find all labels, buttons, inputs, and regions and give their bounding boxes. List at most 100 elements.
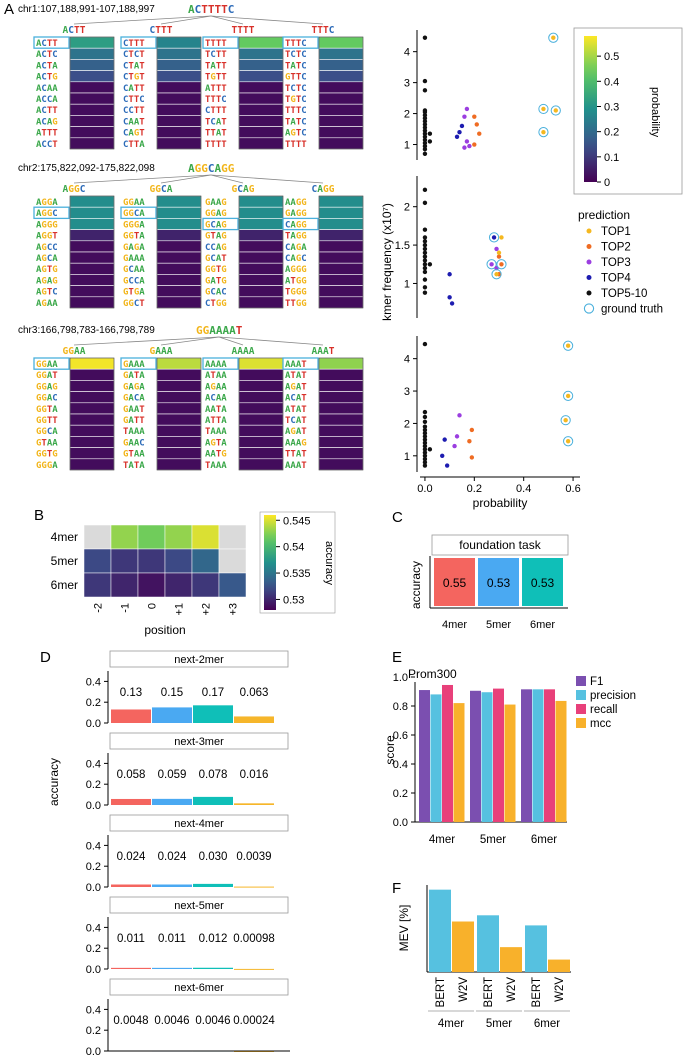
predicted-kmer: GCAT — [205, 254, 227, 264]
predicted-kmer: GAGG — [285, 209, 307, 219]
predicted-kmer: GACA — [123, 394, 145, 404]
data-point — [422, 437, 428, 442]
ground-truth-box — [202, 36, 239, 49]
heatmap-col-label: +1 — [174, 603, 186, 616]
data-point — [472, 142, 477, 147]
probability-cell — [156, 92, 202, 105]
bar-value-label: 0.024 — [158, 851, 187, 863]
bar-value-label: 0.0046 — [195, 1015, 230, 1027]
facet-title-box — [431, 534, 569, 556]
probability-cell — [238, 206, 284, 219]
probability-cell — [69, 391, 115, 404]
probability-cell — [69, 424, 115, 437]
predicted-kmer: GGTG — [36, 450, 58, 460]
predicted-kmer: GCAC — [205, 288, 227, 298]
predicted-kmer: GGTA — [123, 232, 145, 242]
predicted-kmer: AGCC — [36, 243, 58, 253]
probability-cell — [238, 368, 284, 381]
predicted-kmer: AGAT — [285, 427, 307, 437]
x-series-label: BERT — [531, 977, 543, 1007]
bar-value-label: 0.53 — [531, 576, 555, 590]
facet-title-box — [109, 814, 289, 832]
heatmap-colorbar-tick-label: 0.545 — [283, 515, 311, 527]
probability-cell — [156, 380, 202, 392]
predicted-kmer: GAAC — [123, 438, 145, 448]
x-tick-label: 5mer — [486, 619, 511, 631]
y-tick-label: 1.0 — [393, 672, 408, 684]
heatmap-cell — [191, 572, 220, 598]
heatmap-col-label: +3 — [228, 603, 240, 616]
data-point — [449, 301, 455, 306]
ground-truth-ring — [486, 259, 497, 270]
legend-label: TOP4 — [601, 273, 631, 285]
predicted-kmer: GCAA — [123, 265, 145, 275]
probability-cell — [69, 240, 115, 253]
y-tick-label: 0.0 — [86, 882, 101, 894]
predicted-kmer: TTTC — [285, 39, 307, 49]
heatmap-cell — [164, 572, 193, 598]
probability-cell — [318, 70, 364, 83]
data-point — [422, 112, 428, 118]
y-axis-label: accuracy — [409, 561, 423, 609]
heatmap-cell — [137, 572, 166, 598]
probability-cell — [318, 126, 364, 139]
colorbar-tick-label: 0.5 — [604, 51, 619, 63]
connector-line — [210, 174, 244, 184]
bar-value-label: 0.0048 — [113, 1015, 148, 1027]
bar — [525, 925, 547, 972]
bar — [548, 959, 570, 972]
probability-cell — [156, 357, 202, 370]
probability-cell — [156, 391, 202, 404]
colorbar-tick-label: 0.1 — [604, 152, 619, 164]
data-point — [541, 129, 546, 135]
probability-cell — [156, 368, 202, 381]
probability-cell — [318, 218, 364, 230]
bar-value-label: 0.17 — [202, 687, 224, 699]
predicted-kmer: GGAA — [36, 360, 58, 370]
ground-truth-box — [120, 357, 157, 370]
x-tick-label: 0.2 — [467, 483, 482, 495]
bar-value-label: 0.0046 — [154, 1015, 189, 1027]
probability-cell — [69, 36, 115, 49]
data-point — [422, 460, 428, 465]
bar-value-label: 0.011 — [158, 933, 186, 945]
predicted-kmer: ACCA — [36, 95, 58, 105]
bar — [555, 700, 567, 822]
probability-cell — [69, 103, 115, 116]
probability-cell — [69, 229, 115, 242]
heatmap-colorbar-tick-label: 0.54 — [283, 542, 304, 554]
genomic-coordinate: chr3:166,798,783-166,798,789 — [18, 325, 155, 336]
predicted-kmer: TTGG — [285, 299, 307, 309]
probability-cell — [69, 92, 115, 105]
probability-cell — [156, 296, 202, 309]
heatmap-column-border — [238, 36, 284, 150]
probability-cell — [156, 103, 202, 116]
heatmap-cell — [218, 572, 247, 598]
probability-cell — [156, 81, 202, 94]
predicted-kmer: AATA — [205, 405, 227, 415]
probability-cell — [318, 115, 364, 127]
column-kmer-header: GAAA — [150, 346, 173, 357]
heatmap-row-label: 5mer — [51, 554, 78, 568]
predicted-kmer: TTTT — [285, 140, 307, 150]
data-point — [422, 200, 428, 206]
data-point — [422, 409, 428, 415]
predicted-kmer: CAAT — [123, 117, 145, 127]
bar — [193, 883, 233, 887]
connector-line — [73, 336, 220, 346]
legend-swatch — [576, 718, 586, 728]
colorbar-tick-label: 0.4 — [604, 76, 619, 88]
bar-value-label: 0.059 — [158, 769, 187, 781]
probability-cell — [238, 218, 284, 230]
probability-cell — [238, 92, 284, 105]
probability-cell — [238, 36, 284, 49]
probability-cell — [318, 206, 364, 219]
y-tick-label: 0.0 — [86, 800, 101, 812]
data-point — [553, 108, 558, 113]
bar-value-label: 0.13 — [120, 687, 142, 699]
data-point — [469, 427, 475, 433]
probability-cell — [156, 274, 202, 286]
connector-line — [73, 174, 212, 184]
predicted-kmer: GTAA — [123, 450, 145, 460]
